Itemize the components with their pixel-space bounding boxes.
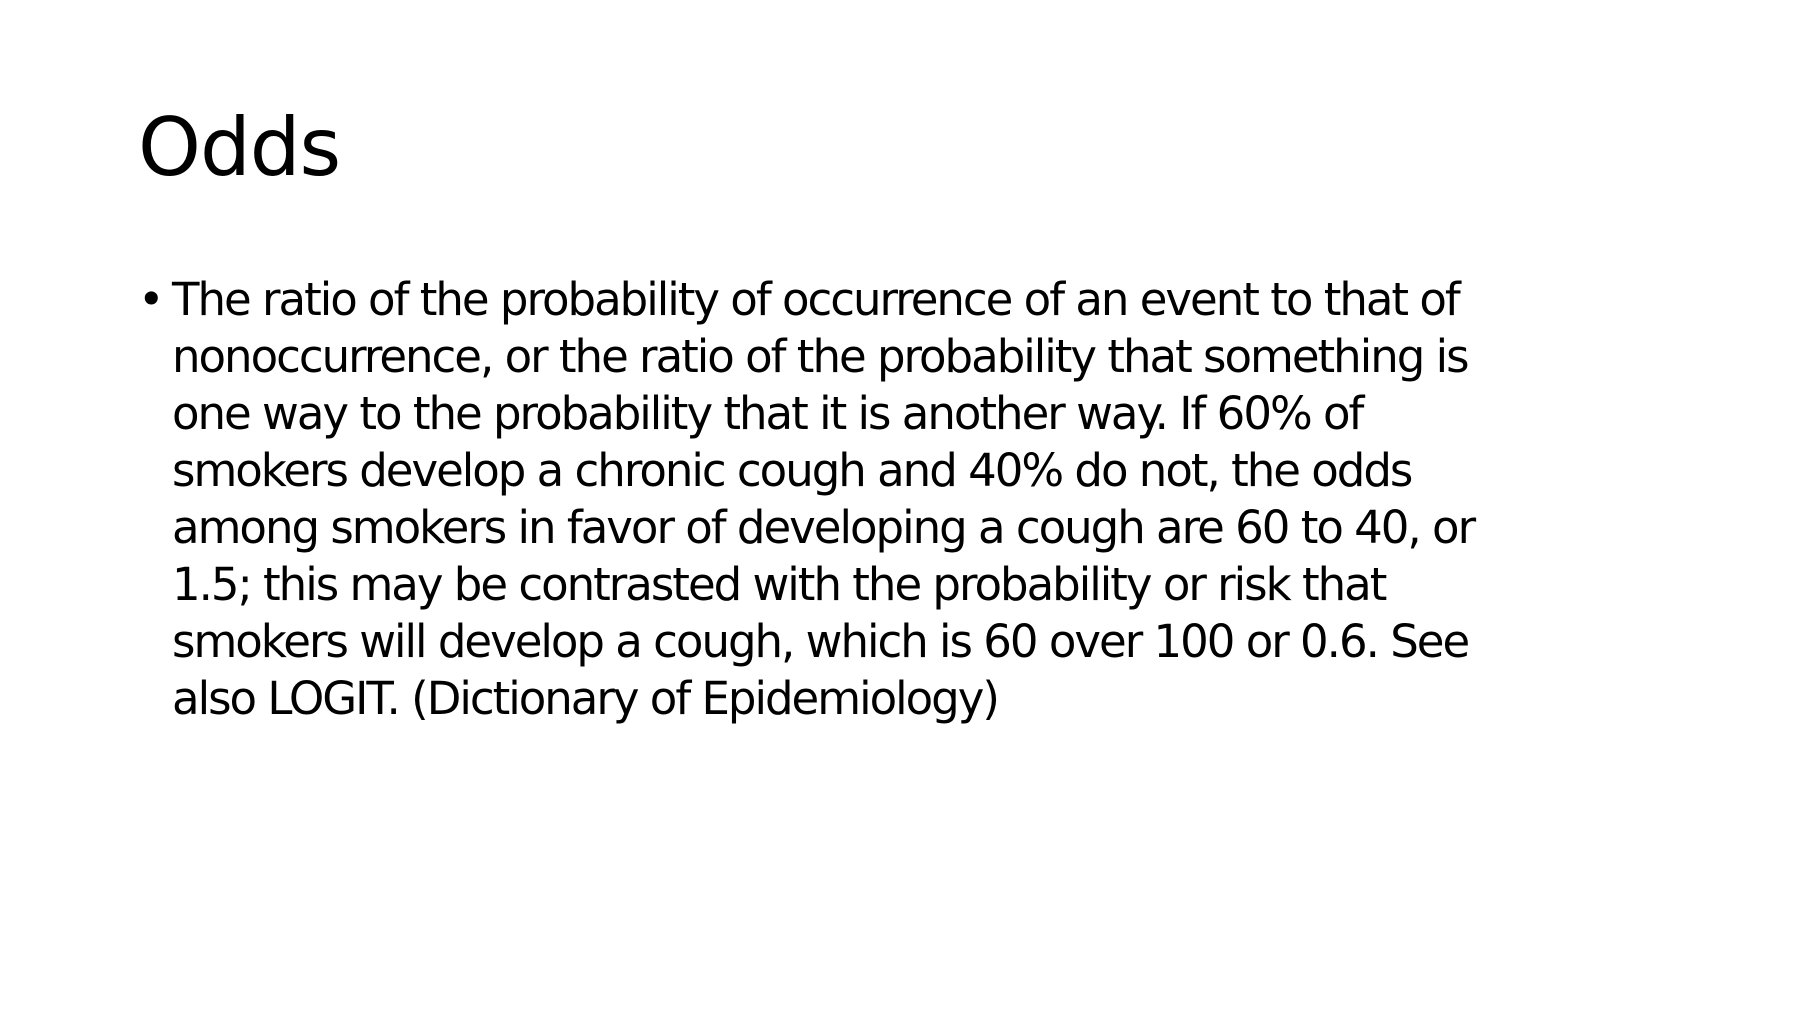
bullet-text-line: 1.5; this may be contrasted with the pro… — [172, 558, 1387, 611]
bullet-list: • The ratio of the probability of occurr… — [138, 271, 1678, 727]
bullet-text-line: smokers develop a chronic cough and 40% … — [172, 444, 1413, 497]
bullet-text-line: smokers will develop a cough, which is 6… — [172, 615, 1470, 668]
bullet-text-line: The ratio of the probability of occurren… — [172, 273, 1461, 326]
bullet-text-line: nonoccurrence, or the ratio of the proba… — [172, 330, 1470, 383]
slide-title: Odds — [138, 101, 341, 194]
bullet-item: • The ratio of the probability of occurr… — [138, 271, 1678, 727]
bullet-marker: • — [138, 273, 165, 326]
bullet-text-line: also LOGIT. (Dictionary of Epidemiology) — [172, 672, 1000, 725]
bullet-text-line: one way to the probability that it is an… — [172, 387, 1364, 440]
bullet-text: The ratio of the probability of occurren… — [172, 271, 1678, 727]
bullet-text-line: among smokers in favor of developing a c… — [172, 501, 1476, 554]
